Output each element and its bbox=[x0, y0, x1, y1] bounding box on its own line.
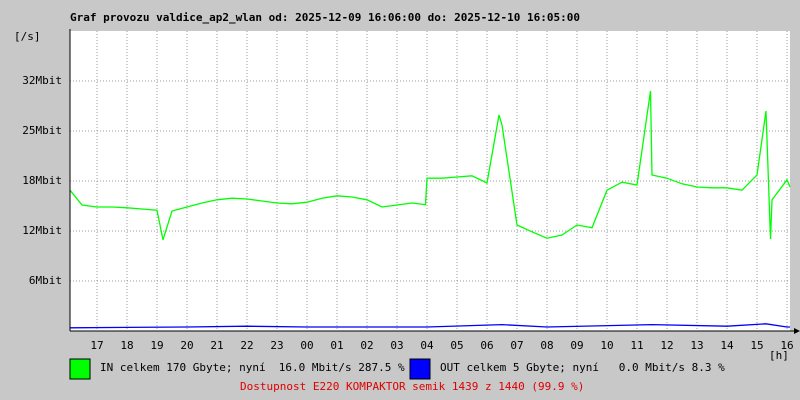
x-tick-label: 07 bbox=[510, 339, 523, 352]
x-tick-label: 16 bbox=[780, 339, 793, 352]
y-tick-label: 6Mbit bbox=[29, 274, 62, 287]
legend-label: OUT celkem 5 Gbyte; nyní 0.0 Mbit/s 8.3 … bbox=[440, 361, 725, 374]
x-tick-label: 14 bbox=[720, 339, 734, 352]
x-tick-label: 21 bbox=[210, 339, 223, 352]
x-tick-label: 03 bbox=[390, 339, 403, 352]
x-tick-label: 02 bbox=[360, 339, 373, 352]
series-line bbox=[69, 90, 791, 240]
y-tick-label: 18Mbit bbox=[22, 174, 62, 187]
series-line bbox=[69, 323, 790, 329]
legend-swatch bbox=[69, 358, 91, 380]
x-tick-label: 01 bbox=[330, 339, 343, 352]
x-tick-label: 05 bbox=[450, 339, 463, 352]
x-tick-label: 10 bbox=[600, 339, 613, 352]
x-tick-label: 13 bbox=[690, 339, 703, 352]
x-tick-label: 20 bbox=[180, 339, 193, 352]
x-tick-label: 17 bbox=[90, 339, 103, 352]
x-axis-arrow bbox=[794, 328, 800, 334]
x-tick-label: 18 bbox=[120, 339, 133, 352]
legend-swatch bbox=[409, 358, 431, 380]
x-tick-label: 08 bbox=[540, 339, 553, 352]
y-tick-label: 32Mbit bbox=[22, 74, 62, 87]
x-tick-label: 11 bbox=[630, 339, 643, 352]
x-tick-label: 00 bbox=[300, 339, 313, 352]
legend-label: IN celkem 170 Gbyte; nyní 16.0 Mbit/s 28… bbox=[100, 361, 405, 374]
chart-title: Graf provozu valdice_ap2_wlan od: 2025-1… bbox=[70, 11, 580, 24]
x-tick-label: 23 bbox=[270, 339, 283, 352]
x-tick-label: 22 bbox=[240, 339, 253, 352]
x-tick-label: 04 bbox=[420, 339, 434, 352]
y-tick-label: 25Mbit bbox=[22, 124, 62, 137]
x-tick-label: 12 bbox=[660, 339, 673, 352]
x-tick-label: 06 bbox=[480, 339, 493, 352]
y-unit: [/s] bbox=[14, 30, 41, 43]
availability-note: Dostupnost E220 KOMPAKTOR semik 1439 z 1… bbox=[240, 380, 584, 393]
y-tick-label: 12Mbit bbox=[22, 224, 62, 237]
x-tick-label: 19 bbox=[150, 339, 163, 352]
x-tick-label: 09 bbox=[570, 339, 583, 352]
x-tick-label: 15 bbox=[750, 339, 763, 352]
x-unit: [h] bbox=[769, 349, 789, 362]
